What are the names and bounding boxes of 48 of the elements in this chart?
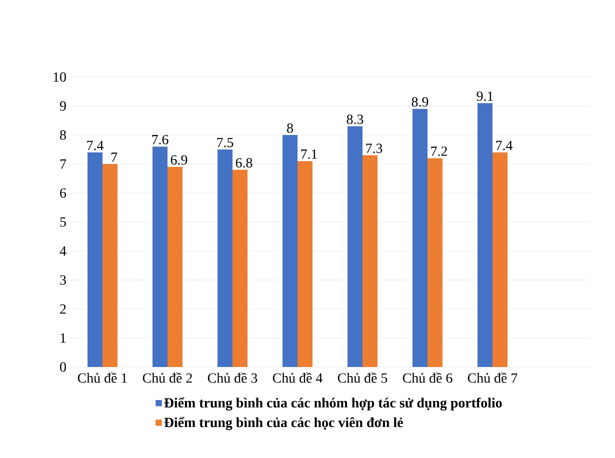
data-label: 8.9 (412, 97, 428, 107)
x-tick-label: Chủ đề 5 (338, 372, 388, 383)
y-tick-label: 6 (60, 188, 66, 198)
data-label: 7.5 (217, 138, 234, 148)
y-tick-label: 10 (54, 72, 66, 82)
x-tick-label: Chủ đề 3 (208, 372, 258, 383)
data-label: 7.3 (366, 144, 382, 154)
bar (492, 152, 508, 367)
bar (282, 134, 298, 367)
bar (218, 149, 233, 367)
bar (152, 146, 168, 367)
bar (362, 155, 378, 367)
y-tick-label: 5 (60, 217, 66, 227)
y-tick-label: 7 (60, 159, 66, 169)
data-label: 7 (111, 152, 118, 162)
bar (348, 126, 363, 367)
data-label: 7.1 (301, 149, 317, 159)
x-tick-label: Chủ đề 2 (142, 372, 192, 383)
bar (412, 108, 428, 367)
data-label: 7.2 (431, 146, 447, 156)
data-label: 8.3 (346, 114, 364, 124)
data-label: 6.9 (170, 155, 188, 165)
data-label: 9.1 (476, 91, 493, 101)
bar (478, 103, 493, 367)
data-label: 8 (287, 123, 293, 133)
data-label: 7.6 (152, 134, 168, 144)
y-tick-label: 1 (60, 333, 66, 343)
data-label: 7.4 (87, 140, 104, 150)
y-tick-label: 2 (60, 304, 66, 314)
legend-label: Điểm trung bình của các nhóm hợp tác sử dụng portfolio (164, 397, 502, 411)
bar (88, 152, 102, 367)
x-tick-label: Chủ đề 1 (78, 372, 127, 383)
x-tick-label: Chủ đề 4 (272, 372, 322, 383)
bar (168, 166, 183, 367)
bar (428, 158, 443, 367)
y-tick-label: 9 (60, 101, 66, 111)
y-tick-label: 0 (60, 362, 66, 372)
x-tick-label: Chủ đề 7 (468, 372, 518, 383)
x-tick-label: Chủ đề 6 (402, 372, 452, 383)
bar (102, 164, 118, 367)
y-tick-label: 3 (60, 275, 66, 285)
data-label: 6.8 (236, 158, 252, 168)
data-label: 7.4 (496, 140, 513, 150)
y-tick-label: 4 (60, 246, 66, 256)
bar (232, 170, 248, 367)
y-tick-label: 8 (60, 130, 66, 140)
bar (298, 161, 313, 367)
legend-label: Điểm trung bình của các học viên đơn lẻ (164, 416, 403, 430)
